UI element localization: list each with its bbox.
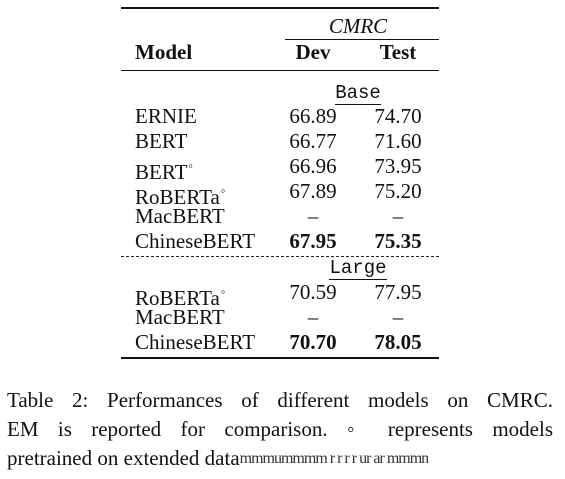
model-name: MacBERT <box>135 305 225 329</box>
dev-score: 66.77 <box>289 129 337 153</box>
test-score: – <box>392 204 404 228</box>
test-score: 78.05 <box>374 330 422 354</box>
model-name: RoBERTa <box>135 286 220 310</box>
section-label-base: Base <box>335 82 381 105</box>
dev-score: 66.96 <box>289 154 337 178</box>
column-header-model: Model <box>135 40 193 64</box>
caption-line-3: pretrained on extended data <box>7 446 240 470</box>
caption-line-3-wrap: pretrained on extended datammmummmm r r … <box>7 444 553 473</box>
dev-score: 67.89 <box>289 179 337 203</box>
extended-data-marker: ◦ <box>188 158 194 173</box>
dev-score: – <box>307 305 319 329</box>
table-bottom-rule <box>121 357 439 359</box>
caption-obscured-text: mmmummmm r r r r ur ar mmmn <box>239 450 430 467</box>
dev-score: – <box>307 204 319 228</box>
caption-line-2: EM is reported for comparison. ◦ represe… <box>7 417 553 441</box>
model-name: BERT <box>135 129 188 153</box>
model-name: ChineseBERT <box>135 229 256 253</box>
column-header-dev: Dev <box>295 40 331 64</box>
model-name: ERNIE <box>135 104 197 128</box>
model-name: BERT <box>135 160 188 184</box>
section-divider <box>121 256 439 257</box>
model-name: ChineseBERT <box>135 330 256 354</box>
test-score: 73.95 <box>374 154 422 178</box>
group-header-cmrc: CMRC <box>328 14 388 38</box>
dev-score: 70.59 <box>289 280 337 304</box>
test-score: 77.95 <box>374 280 422 304</box>
model-name: MacBERT <box>135 204 225 228</box>
model-name-cell: RoBERTa◦ <box>135 179 225 209</box>
column-header-test: Test <box>379 40 417 64</box>
header-bottom-rule <box>121 70 439 71</box>
model-name-cell: RoBERTa◦ <box>135 280 225 310</box>
group-header-underline <box>285 39 439 40</box>
dev-score: 66.89 <box>289 104 337 128</box>
test-score: 74.70 <box>374 104 422 128</box>
dev-score: 70.70 <box>289 330 337 354</box>
section-label-large: Large <box>329 257 387 280</box>
dev-score: 67.95 <box>289 229 337 253</box>
model-name-cell: BERT◦ <box>135 154 193 184</box>
test-score: 75.35 <box>374 229 422 253</box>
caption-line-1: Table 2: Performances of different model… <box>7 388 553 412</box>
test-score: 75.20 <box>374 179 422 203</box>
test-score: 71.60 <box>374 129 422 153</box>
table-top-rule <box>121 7 439 9</box>
table-caption: Table 2: Performances of different model… <box>7 386 553 473</box>
model-name: RoBERTa <box>135 185 220 209</box>
test-score: – <box>392 305 404 329</box>
extended-data-marker: ◦ <box>220 183 226 198</box>
extended-data-marker: ◦ <box>220 284 226 299</box>
